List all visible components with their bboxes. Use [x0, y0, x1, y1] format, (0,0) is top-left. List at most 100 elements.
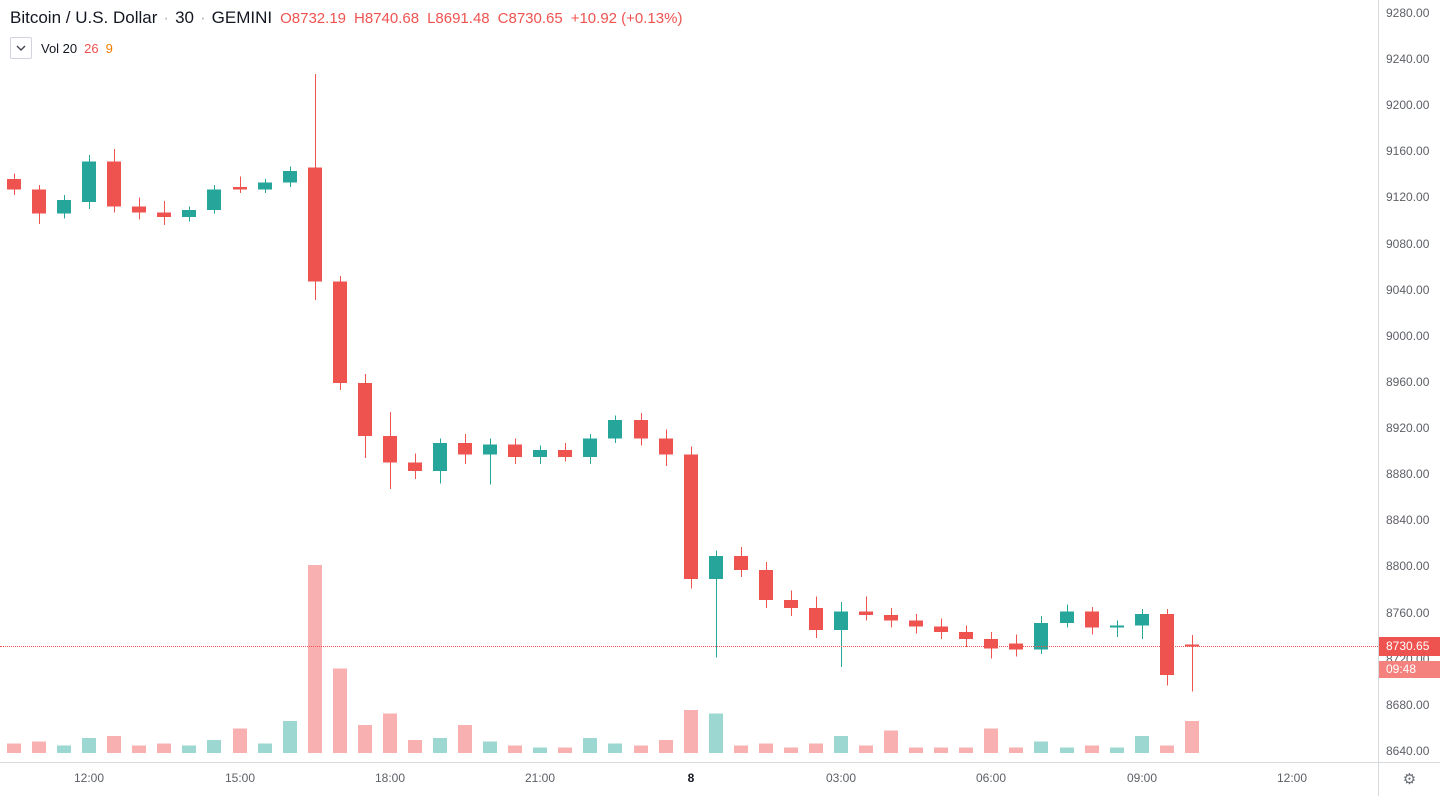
time-tick-label: 12:00 [73, 771, 105, 785]
ohlc-close: C8730.65 [497, 10, 563, 27]
volume-bar [132, 745, 146, 753]
candle-body [157, 212, 171, 218]
price-tick-label: 9160.00 [1386, 144, 1430, 159]
candlestick-chart[interactable] [0, 0, 1378, 762]
time-tick-label: 06:00 [975, 771, 1007, 785]
candle-body [233, 187, 247, 190]
exchange-label[interactable]: GEMINI [211, 8, 273, 27]
symbol-title[interactable]: Bitcoin / U.S. Dollar [10, 8, 158, 27]
candle-body [558, 450, 572, 457]
candle-body [734, 556, 748, 570]
candle-body [809, 607, 823, 630]
volume-bar [934, 747, 948, 753]
time-tick-label: 09:00 [1126, 771, 1158, 785]
candle-body [934, 626, 948, 633]
legend-separator: · [163, 8, 170, 27]
volume-bar [1060, 747, 1074, 753]
volume-bar [1009, 747, 1023, 753]
volume-bar [834, 736, 848, 753]
price-tick-label: 8640.00 [1386, 743, 1430, 758]
time-tick-label: 21:00 [524, 771, 556, 785]
candle-body [82, 161, 96, 203]
candle-body [408, 462, 422, 471]
price-tick-label: 8800.00 [1386, 559, 1430, 574]
price-tick-label: 9200.00 [1386, 98, 1430, 113]
price-tick-label: 9280.00 [1386, 6, 1430, 20]
interval-label[interactable]: 30 [175, 8, 194, 27]
price-tick-label: 8920.00 [1386, 421, 1430, 436]
volume-bar [1085, 745, 1099, 753]
volume-bar [308, 565, 322, 753]
candle-body [684, 454, 698, 580]
candle-body [909, 620, 923, 627]
legend-collapse-button[interactable] [10, 37, 32, 59]
candle-body [107, 161, 121, 207]
ohlc-open: O8732.19 [280, 10, 346, 27]
volume-bar [533, 747, 547, 753]
volume-bar [634, 745, 648, 753]
volume-bar [483, 741, 497, 753]
candle-body [784, 599, 798, 608]
candle-body [659, 438, 673, 455]
price-tick-label: 9040.00 [1386, 282, 1430, 297]
candle-body [759, 569, 773, 600]
candle-body [1034, 622, 1048, 650]
candle-body [308, 167, 322, 282]
volume-bar [107, 736, 121, 753]
candle-body [258, 182, 272, 190]
candle-body [533, 450, 547, 457]
candle-body [508, 444, 522, 457]
candle-body [132, 206, 146, 213]
volume-indicator-label[interactable]: Vol 20 [41, 40, 78, 56]
volume-legend-row: Vol 20 26 9 [10, 37, 682, 59]
candle-body [1135, 613, 1149, 626]
price-tick-label: 8760.00 [1386, 605, 1430, 620]
candle-body [1110, 625, 1124, 628]
candle-body [959, 632, 973, 640]
volume-bar [709, 713, 723, 753]
candle-body [32, 189, 46, 214]
volume-bar [1135, 736, 1149, 753]
candle-body [709, 556, 723, 580]
volume-bar [784, 747, 798, 753]
volume-value: 26 [84, 40, 99, 56]
volume-bar [759, 743, 773, 753]
time-tick-label: 18:00 [374, 771, 406, 785]
price-tick-label: 8680.00 [1386, 697, 1430, 712]
volume-bar [157, 743, 171, 753]
volume-bar [458, 724, 472, 753]
axis-corner: ⚙ [1378, 763, 1440, 796]
candle-body [1160, 613, 1174, 675]
volume-bar [734, 745, 748, 753]
volume-bar [57, 745, 71, 753]
volume-bar [7, 743, 21, 753]
volume-bar [1185, 721, 1199, 753]
candle-body [834, 611, 848, 630]
volume-bar [684, 709, 698, 753]
volume-bar [884, 730, 898, 753]
price-tick-label: 8840.00 [1386, 513, 1430, 528]
volume-bar [608, 743, 622, 753]
gear-icon[interactable]: ⚙ [1402, 770, 1417, 788]
price-scale[interactable]: 9280.00 9240.00 9200.00 9160.00 9120.00 9080.… [1378, 0, 1440, 762]
bar-countdown-badge: 09:48 [1379, 661, 1440, 678]
ohlc-high: H8740.68 [354, 10, 420, 27]
volume-bar [383, 713, 397, 753]
volume-bar [809, 743, 823, 753]
candle-body [634, 420, 648, 439]
volume-bar [32, 741, 46, 753]
price-tick-label: 9080.00 [1386, 236, 1430, 251]
volume-bar [984, 728, 998, 753]
candle-body [1060, 611, 1074, 623]
candle-body [333, 281, 347, 384]
volume-bar [182, 745, 196, 753]
time-tick-label: 12:00 [1276, 771, 1308, 785]
volume-bar [1160, 745, 1174, 753]
symbol-legend: Bitcoin / U.S. Dollar · 30 · GEMINI O873… [10, 8, 682, 59]
ohlc-change: +10.92 (+0.13%) [570, 10, 683, 27]
time-tick-label: 03:00 [825, 771, 857, 785]
price-tick-label: 8880.00 [1386, 467, 1430, 482]
time-scale[interactable]: 12:00 15:00 18:00 21:00 8 03:00 06:00 09:00 12:0… [0, 762, 1440, 796]
candle-body [383, 436, 397, 463]
candle-body [57, 199, 71, 214]
